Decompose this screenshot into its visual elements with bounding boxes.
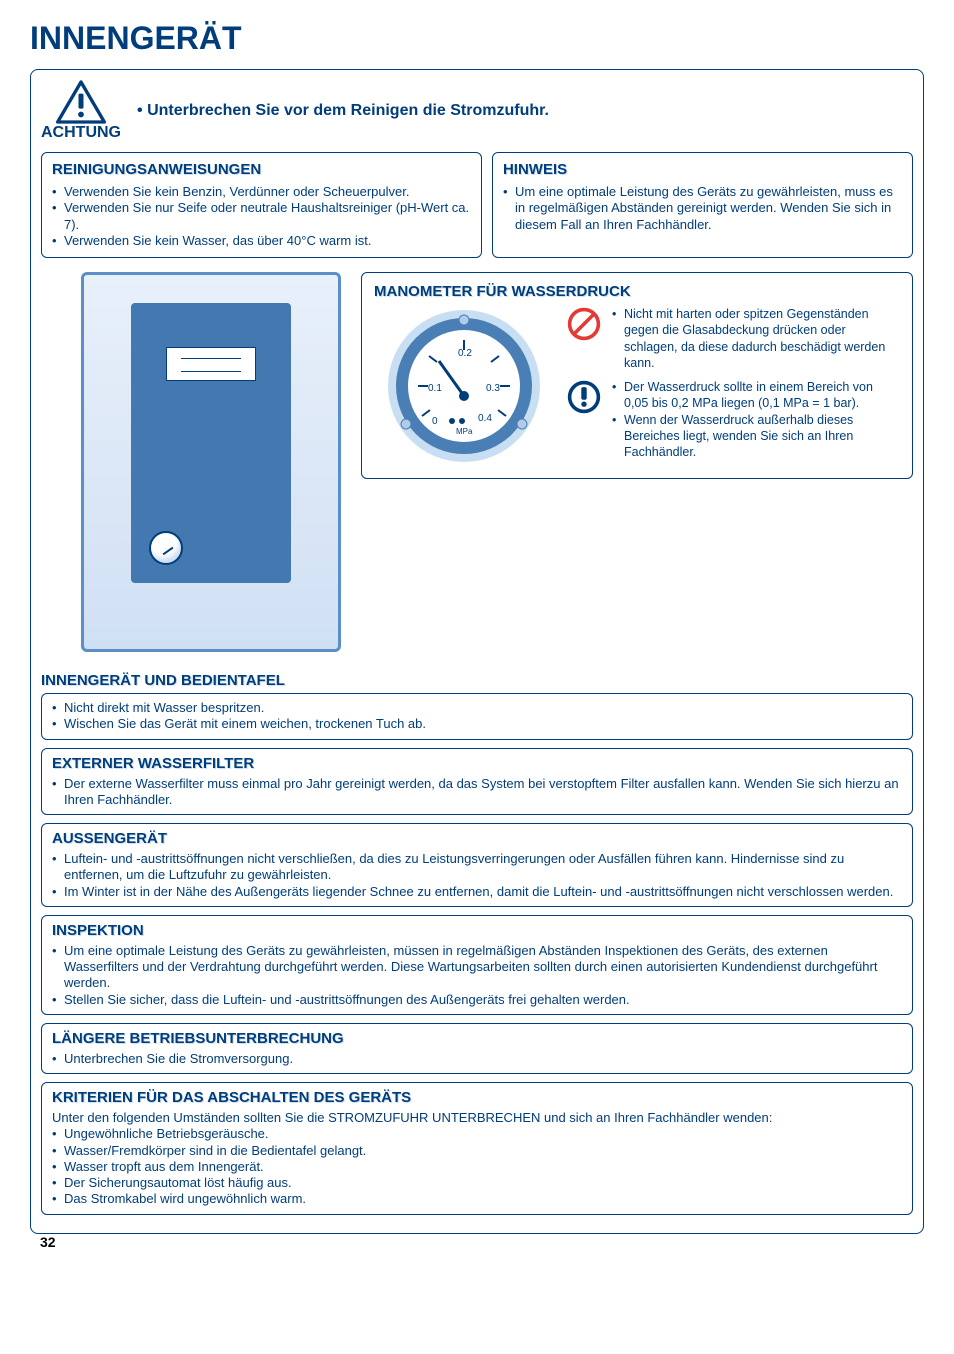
cleaning-list: Verwenden Sie kein Benzin, Verdünner ode… (52, 184, 471, 249)
list-item: Um eine optimale Leistung des Geräts zu … (52, 943, 902, 992)
achtung-block: ACHTUNG (41, 80, 121, 142)
list-item: Wischen Sie das Gerät mit einem weichen,… (52, 716, 902, 732)
kriterien-intro: Unter den folgenden Umständen sollten Si… (52, 1110, 902, 1126)
achtung-bullet: • (137, 102, 143, 119)
kriterien-heading: KRITERIEN FÜR DAS ABSCHALTEN DES GERÄTS (52, 1089, 902, 1106)
exclamation-icon (566, 379, 602, 415)
kriterien-section: KRITERIEN FÜR DAS ABSCHALTEN DES GERÄTS … (41, 1082, 913, 1215)
svg-text:0.1: 0.1 (428, 383, 442, 394)
bedientafel-section: Nicht direkt mit Wasser bespritzen. Wisc… (41, 693, 913, 740)
gauge-wrap: 0.1 0.2 0.3 0.4 0 MPa (374, 306, 554, 468)
list-item: Wasser/Fremdkörper sind in die Bedientaf… (52, 1143, 902, 1159)
svg-text:MPa: MPa (456, 427, 473, 436)
hinweis-heading: HINWEIS (503, 161, 902, 178)
warning-item: Wenn der Wasserdruck außerhalb dieses Be… (612, 412, 900, 461)
list-item: Unterbrechen Sie die Stromversorgung. (52, 1051, 902, 1067)
list-item: Ungewöhnliche Betriebsgeräusche. (52, 1126, 902, 1142)
achtung-message: Unterbrechen Sie vor dem Reinigen die St… (147, 102, 549, 119)
prohibition-text: Nicht mit harten oder spitzen Gegenständ… (612, 306, 900, 371)
list-item: Der Sicherungsautomat löst häufig aus. (52, 1175, 902, 1191)
list-item: Luftein- und -austrittsöffnungen nicht v… (52, 851, 902, 884)
unit-pressure-gauge-small (149, 531, 183, 565)
page-content-box: ACHTUNG • Unterbrechen Sie vor dem Reini… (30, 69, 924, 1234)
aussen-heading: AUSSENGERÄT (52, 830, 902, 847)
manometer-heading: MANOMETER FÜR WASSERDRUCK (374, 283, 900, 300)
cleaning-instructions-box: REINIGUNGSANWEISUNGEN Verwenden Sie kein… (41, 152, 482, 258)
laengere-heading: LÄNGERE BETRIEBSUNTERBRECHUNG (52, 1030, 902, 1047)
indoor-unit-illustration (81, 272, 341, 652)
manometer-box: MANOMETER FÜR WASSERDRUCK (361, 272, 913, 479)
unit-control-panel (166, 347, 256, 381)
page-number: 32 (40, 1234, 56, 1250)
wasserfilter-heading: EXTERNER WASSERFILTER (52, 755, 902, 772)
list-item: Das Stromkabel wird ungewöhnlich warm. (52, 1191, 902, 1207)
bedientafel-heading: INNENGERÄT UND BEDIENTAFEL (41, 672, 913, 689)
list-item: Stellen Sie sicher, dass die Luftein- un… (52, 992, 902, 1008)
inspektion-heading: INSPEKTION (52, 922, 902, 939)
achtung-label: ACHTUNG (41, 124, 121, 142)
list-item: Verwenden Sie kein Wasser, das über 40°C… (52, 233, 471, 249)
warning-item: Der Wasserdruck sollte in einem Bereich … (612, 379, 900, 412)
laengere-section: LÄNGERE BETRIEBSUNTERBRECHUNG Unterbrech… (41, 1023, 913, 1074)
list-item: Wasser tropft aus dem Innengerät. (52, 1159, 902, 1175)
hinweis-box: HINWEIS Um eine optimale Leistung des Ge… (492, 152, 913, 258)
manometer-content: 0.1 0.2 0.3 0.4 0 MPa (374, 306, 900, 468)
svg-text:0.2: 0.2 (458, 348, 472, 359)
list-item: Der externe Wasserfilter muss einmal pro… (52, 776, 902, 809)
unit-body (131, 303, 291, 583)
aussen-section: AUSSENGERÄT Luftein- und -austrittsöffnu… (41, 823, 913, 907)
page-title: INNENGERÄT (30, 20, 924, 57)
list-item: Um eine optimale Leistung des Geräts zu … (503, 184, 902, 233)
achtung-text: • Unterbrechen Sie vor dem Reinigen die … (137, 102, 549, 120)
two-column-row: REINIGUNGSANWEISUNGEN Verwenden Sie kein… (41, 152, 913, 258)
svg-text:0.4: 0.4 (478, 413, 492, 424)
manometer-texts: Nicht mit harten oder spitzen Gegenständ… (566, 306, 900, 468)
prohibition-icon (566, 306, 602, 342)
wasserfilter-section: EXTERNER WASSERFILTER Der externe Wasser… (41, 748, 913, 816)
hinweis-list: Um eine optimale Leistung des Geräts zu … (503, 184, 902, 233)
warning-triangle-icon (56, 80, 106, 124)
warning-row: Der Wasserdruck sollte in einem Bereich … (566, 379, 900, 460)
achtung-row: ACHTUNG • Unterbrechen Sie vor dem Reini… (41, 80, 913, 142)
pressure-gauge-icon: 0.1 0.2 0.3 0.4 0 MPa (384, 306, 544, 466)
list-item: Verwenden Sie nur Seife oder neutrale Ha… (52, 200, 471, 233)
list-item: Im Winter ist in der Nähe des Außengerät… (52, 884, 902, 900)
list-item: Verwenden Sie kein Benzin, Verdünner ode… (52, 184, 471, 200)
svg-text:0: 0 (432, 416, 438, 427)
diagram-row: MANOMETER FÜR WASSERDRUCK (41, 272, 913, 652)
panel-display (181, 358, 241, 372)
cleaning-heading: REINIGUNGSANWEISUNGEN (52, 161, 471, 178)
inspektion-section: INSPEKTION Um eine optimale Leistung des… (41, 915, 913, 1015)
prohibition-row: Nicht mit harten oder spitzen Gegenständ… (566, 306, 900, 371)
svg-text:0.3: 0.3 (486, 383, 500, 394)
list-item: Nicht direkt mit Wasser bespritzen. (52, 700, 902, 716)
